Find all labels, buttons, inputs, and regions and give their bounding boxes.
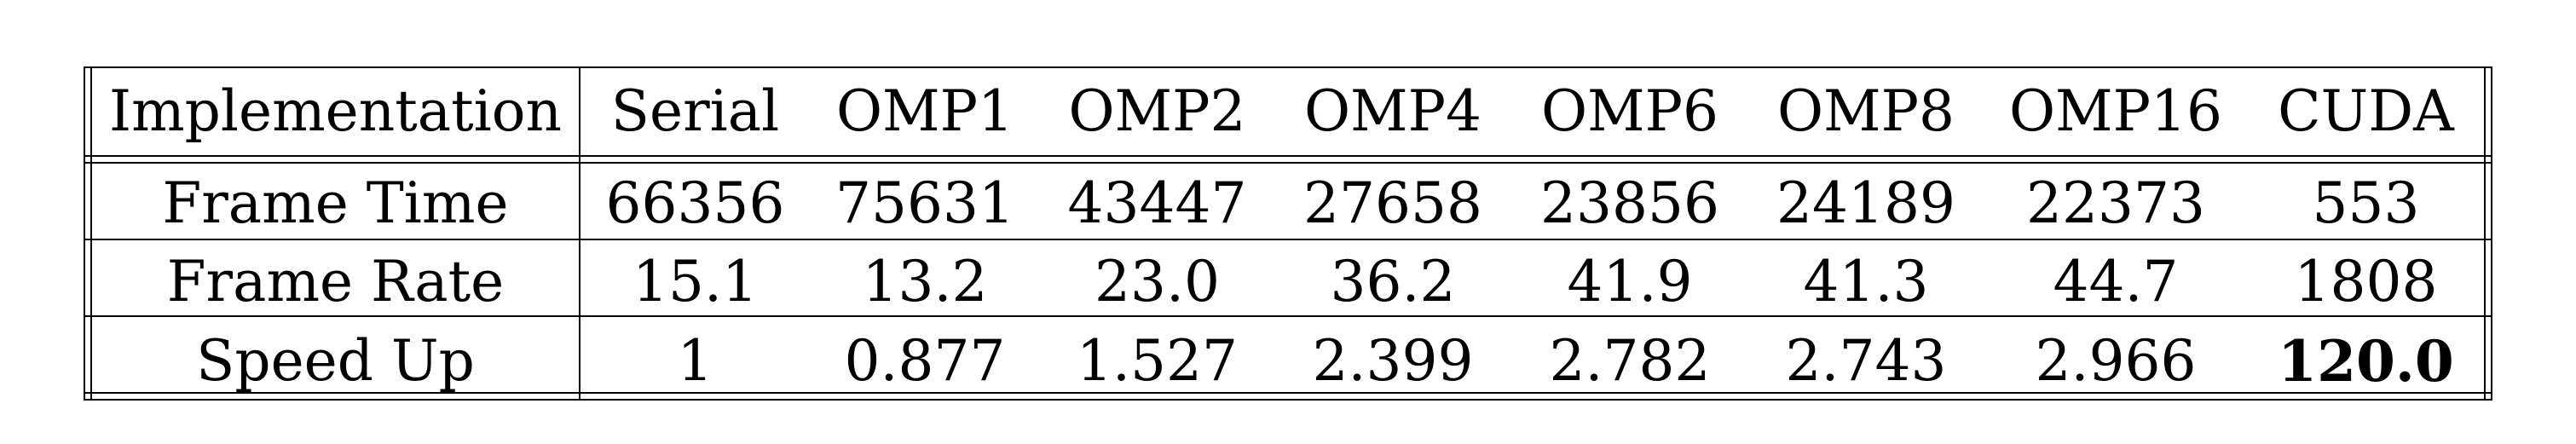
left-inner-rule (90, 66, 92, 401)
table-cell: 2.966 (2035, 327, 2197, 394)
table-row: Frame Time 66356 75631 43447 27658 23856… (92, 164, 2484, 244)
table-cell: 15.1 (632, 249, 758, 315)
table-cell: 23856 (1540, 170, 1719, 237)
table-cell: 553 (2312, 170, 2420, 237)
table-cell: 66356 (605, 170, 785, 237)
row-label: Frame Rate (92, 243, 580, 322)
header-cell: CUDA (2278, 78, 2454, 145)
table-cell: 27658 (1303, 170, 1482, 237)
table-cell: 41.9 (1567, 249, 1693, 315)
row-label: Frame Time (92, 164, 580, 244)
table-cell: 36.2 (1330, 249, 1456, 315)
table-cell: 44.7 (2053, 249, 2179, 315)
table-cell: 13.2 (862, 249, 988, 315)
table-row: Frame Rate 15.1 13.2 23.0 36.2 41.9 41.3… (92, 243, 2484, 322)
table-cell: 2.399 (1312, 327, 1474, 394)
header-row: Implementation Serial OMP1 OMP2 OMP4 OMP… (92, 66, 2484, 158)
header-rule-1 (84, 155, 2492, 157)
table-row: Speed Up 1 0.877 1.527 2.399 2.782 2.743… (92, 321, 2484, 401)
header-cell: OMP4 (1303, 78, 1482, 145)
header-cell: OMP8 (1776, 78, 1955, 145)
table-cell: 1.527 (1077, 327, 1238, 394)
table-cell: 22373 (2026, 170, 2205, 237)
right-outer-rule (2491, 66, 2492, 401)
table-cell: 0.877 (844, 327, 1006, 394)
table-cell: 23.0 (1095, 249, 1220, 315)
row-label: Speed Up (92, 321, 580, 401)
header-cell: OMP1 (835, 78, 1014, 145)
table-cell: 41.3 (1803, 249, 1929, 315)
header-cell: Serial (610, 78, 780, 145)
bottom-rule-2 (84, 399, 2492, 401)
right-inner-rule (2484, 66, 2486, 401)
bottom-rule-1 (84, 392, 2492, 394)
row-rule-1 (84, 239, 2492, 240)
table-cell: 1 (677, 327, 713, 394)
row-rule-2 (84, 315, 2492, 317)
header-gap (92, 157, 2484, 164)
header-cell: OMP2 (1068, 78, 1246, 145)
header-cell: OMP16 (2008, 78, 2223, 145)
table-cell: 2.743 (1785, 327, 1947, 394)
table-cell: 24189 (1776, 170, 1955, 237)
table-cell: 1808 (2294, 249, 2438, 315)
table-cell: 43447 (1067, 170, 1247, 237)
table-cell: 75631 (835, 170, 1014, 237)
left-outer-rule (84, 66, 85, 401)
header-rule-2 (84, 162, 2492, 164)
top-rule (84, 66, 2492, 68)
table-cell: 2.782 (1549, 327, 1711, 394)
results-table-frame: Implementation Serial OMP1 OMP2 OMP4 OMP… (84, 66, 2492, 401)
header-cell: Implementation (92, 66, 580, 158)
header-cell: OMP6 (1540, 78, 1719, 145)
results-table: Implementation Serial OMP1 OMP2 OMP4 OMP… (92, 66, 2484, 401)
table-cell-highlight: 120.0 (2278, 327, 2454, 395)
